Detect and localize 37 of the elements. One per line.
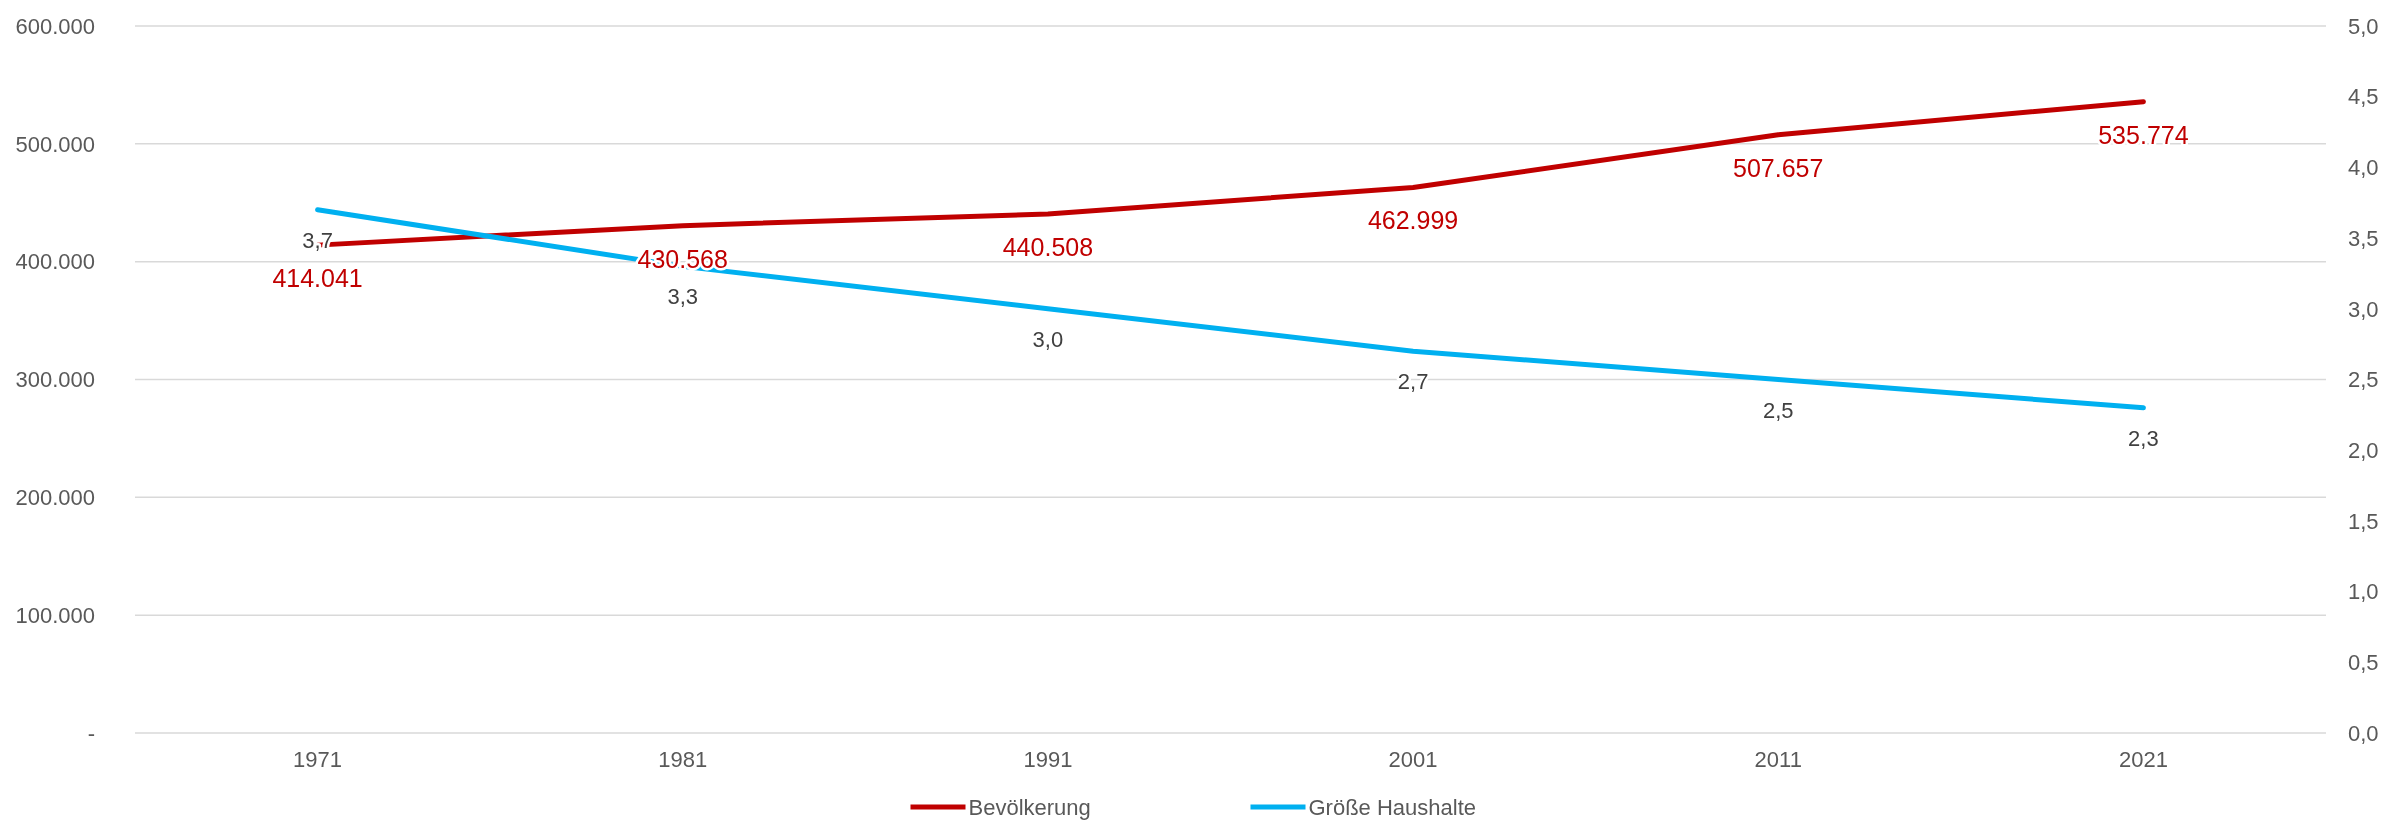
data-label: 3,0 <box>1032 326 1064 352</box>
y2-tick-label: 0,0 <box>2348 720 2379 746</box>
data-label: 462.999 <box>1367 206 1459 235</box>
y2-tick-label: 1,0 <box>2348 579 2379 605</box>
data-label: 2,5 <box>1762 397 1794 423</box>
y2-tick-label: 2,0 <box>2348 437 2379 463</box>
data-label: 440.508 <box>1002 232 1094 261</box>
x-tick-label: 2021 <box>2118 747 2168 772</box>
legend-label: Bevölkerung <box>968 794 1091 820</box>
y2-tick-label: 2,5 <box>2348 367 2379 393</box>
y-tick-label: 500.000 <box>15 131 95 157</box>
y2-tick-label: 4,0 <box>2348 155 2379 181</box>
y-tick-label: 600.000 <box>15 13 95 39</box>
y-tick-label: 100.000 <box>15 602 95 628</box>
y-tick-label: 300.000 <box>15 367 95 393</box>
y2-tick-label: 1,5 <box>2348 508 2379 534</box>
y2-tick-label: 3,0 <box>2348 296 2379 322</box>
y2-tick-label: 5,0 <box>2348 13 2379 39</box>
y-tick-label: 200.000 <box>15 485 95 511</box>
x-tick-label: 1991 <box>1023 747 1073 772</box>
data-label: 507.657 <box>1733 153 1824 182</box>
data-label: 3,3 <box>667 284 699 310</box>
data-label: 2,3 <box>2128 425 2159 451</box>
x-tick-label: 2011 <box>1754 747 1802 772</box>
y-tick-label: 400.000 <box>15 249 95 275</box>
legend-label: Größe Haushalte <box>1308 794 1477 820</box>
y2-tick-label: 3,5 <box>2348 225 2379 251</box>
data-label: 535.774 <box>2098 120 2189 149</box>
data-label: 2,7 <box>1397 369 1429 395</box>
y2-tick-label: 0,5 <box>2348 650 2379 675</box>
x-tick-label: 1981 <box>658 747 708 772</box>
x-tick-label: 2001 <box>1388 747 1438 772</box>
data-label: 3,7 <box>302 227 333 253</box>
y2-tick-label: 4,5 <box>2348 84 2379 110</box>
x-tick-label: 1971 <box>293 747 343 772</box>
data-label: 414.041 <box>272 264 363 293</box>
y-tick-label: - <box>87 720 95 746</box>
